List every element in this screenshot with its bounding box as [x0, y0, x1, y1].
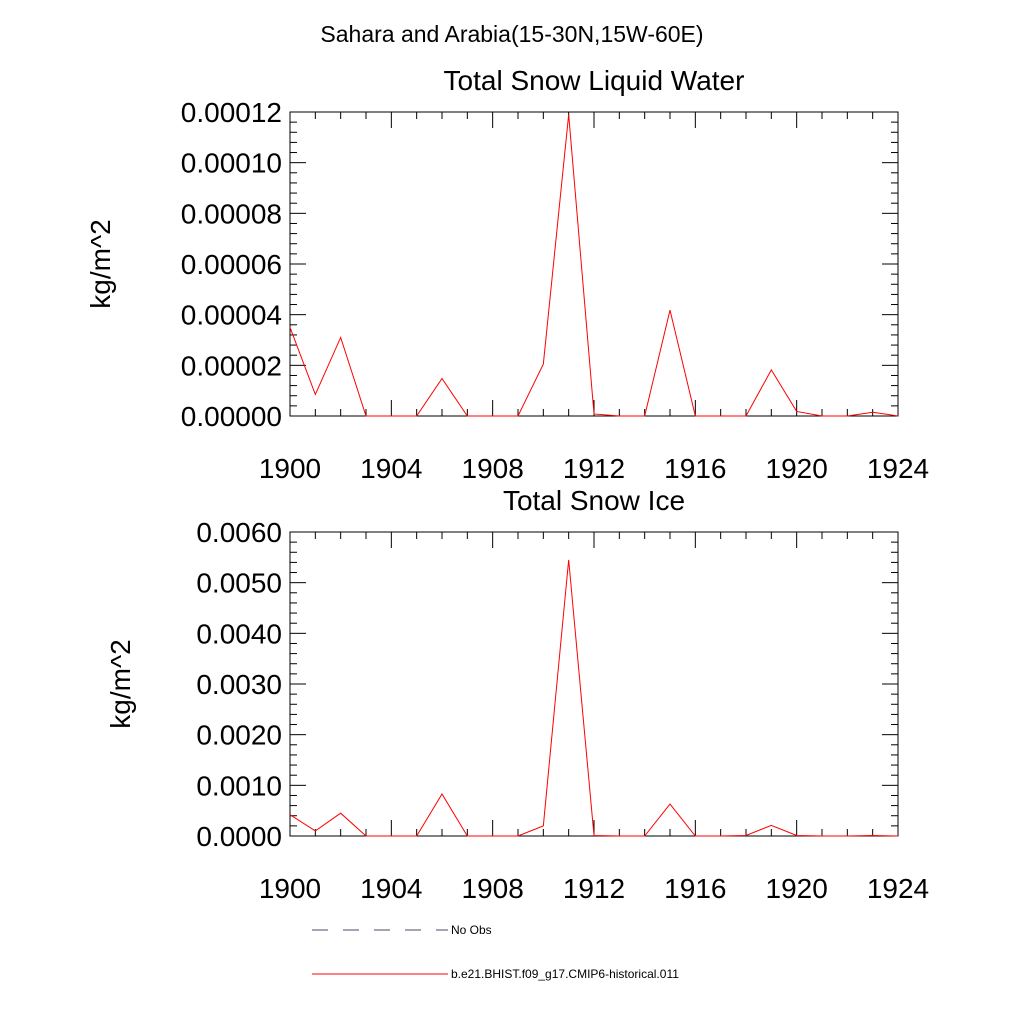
y-tick-label: 0.0020 — [196, 720, 282, 751]
y-tick-label: 0.00008 — [181, 198, 282, 229]
legend: No Obs b.e21.BHIST.f09_g17.CMIP6-historic… — [312, 923, 679, 981]
x-tick-label: 1908 — [462, 873, 524, 904]
x-tick-label: 1916 — [664, 873, 726, 904]
legend-label: b.e21.BHIST.f09_g17.CMIP6-historical.011 — [451, 967, 679, 981]
plot-frame — [289, 531, 899, 837]
figure-title: Sahara and Arabia(15-30N,15W-60E) — [320, 21, 703, 47]
y-axis-label: kg/m^2 — [85, 219, 116, 308]
series-line — [289, 114, 899, 417]
y-tick-label: 0.00012 — [181, 97, 282, 128]
x-tick-label: 1924 — [867, 873, 929, 904]
chart-panel: Total Snow Liquid Water kg/m^2 1900 1904 190… — [85, 65, 929, 484]
x-tick-label: 1912 — [563, 873, 625, 904]
y-tick-label: 0.0010 — [196, 770, 282, 801]
y-tick-label: 0.00004 — [181, 300, 282, 331]
chart-panel: Total Snow Ice kg/m^2 1900 1904 1908 1912 1916… — [105, 485, 929, 904]
plot-frame — [289, 111, 899, 417]
x-tick-label: 1920 — [766, 873, 828, 904]
y-tick-label: 0.00000 — [181, 401, 282, 432]
x-tick-label: 1900 — [259, 873, 321, 904]
legend-label: No Obs — [451, 923, 492, 937]
y-tick-label: 0.0050 — [196, 568, 282, 599]
x-tick-label: 1904 — [360, 453, 422, 484]
chart-title: Total Snow Ice — [503, 485, 685, 516]
y-tick-label: 0.0060 — [196, 517, 282, 548]
x-tick-label: 1924 — [867, 453, 929, 484]
y-tick-label: 0.00006 — [181, 249, 282, 280]
x-tick-label: 1916 — [664, 453, 726, 484]
legend-entry: No Obs — [312, 923, 492, 937]
legend-entry: b.e21.BHIST.f09_g17.CMIP6-historical.011 — [312, 967, 679, 981]
y-tick-label: 0.00010 — [181, 148, 282, 179]
x-tick-label: 1908 — [462, 453, 524, 484]
x-tick-label: 1900 — [259, 453, 321, 484]
y-tick-label: 0.0040 — [196, 618, 282, 649]
y-tick-label: 0.0000 — [196, 821, 282, 852]
x-tick-label: 1904 — [360, 873, 422, 904]
y-axis-label: kg/m^2 — [105, 639, 136, 728]
x-tick-label: 1912 — [563, 453, 625, 484]
y-tick-label: 0.0030 — [196, 669, 282, 700]
chart-title: Total Snow Liquid Water — [444, 65, 745, 96]
y-tick-label: 0.00002 — [181, 350, 282, 381]
series-line — [289, 559, 899, 837]
x-tick-label: 1920 — [766, 453, 828, 484]
chart-panels: Total Snow Liquid Water kg/m^2 1900 1904 190… — [85, 65, 929, 904]
